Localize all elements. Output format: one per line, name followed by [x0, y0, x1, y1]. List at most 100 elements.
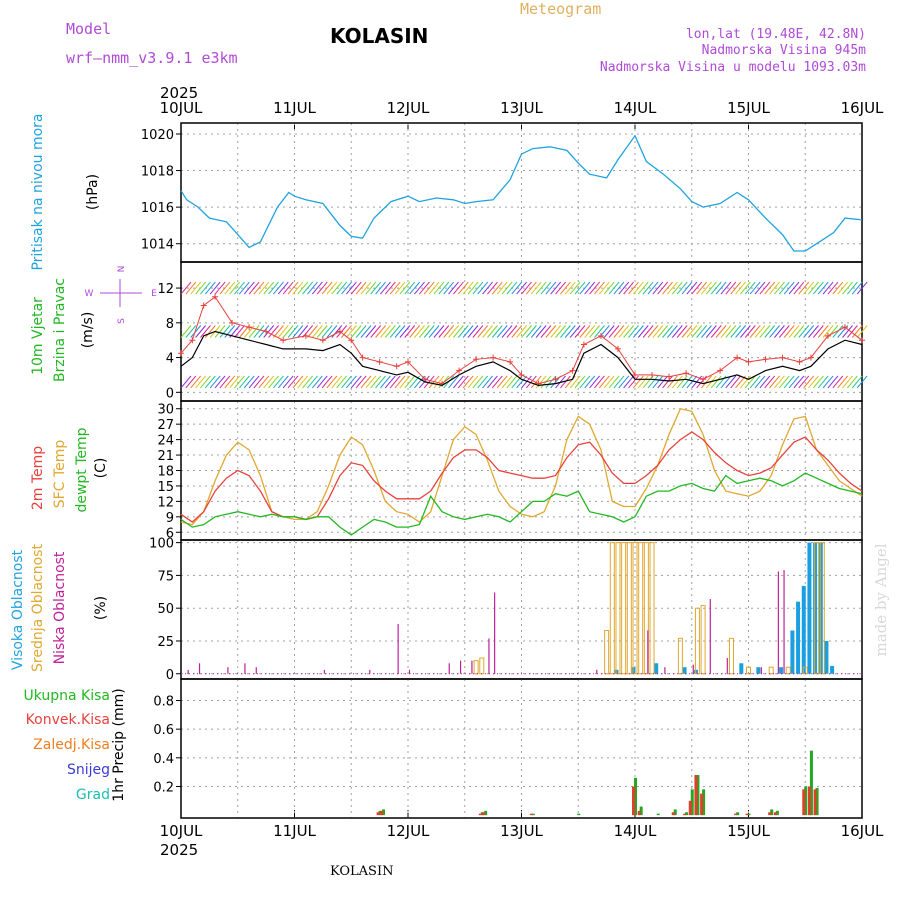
wind-barb-mark: [730, 281, 742, 295]
wind-barb-mark: [263, 375, 275, 389]
wind-barb-mark: [628, 375, 639, 389]
wind-gust-point: [178, 350, 184, 357]
panel-frame: [180, 539, 863, 680]
wind-barb-mark: [423, 325, 435, 338]
wind-barb-mark: [545, 375, 557, 389]
mid-cloud-bar: [746, 666, 751, 675]
wind-barb-mark: [837, 281, 849, 295]
wind-barb-mark: [389, 325, 401, 338]
total-precip-bar: [702, 789, 706, 816]
wind-barb-mark: [847, 375, 858, 389]
wind-barb-mark: [628, 281, 639, 295]
bottom-year-label: 2025: [160, 841, 198, 859]
wind-barb-mark: [817, 325, 829, 338]
wind-barb-mark: [209, 375, 221, 389]
wind-barb-mark: [618, 375, 630, 389]
wind-barb-mark: [248, 375, 260, 389]
wind-barb-mark: [200, 281, 211, 295]
wind-barb-mark: [394, 375, 406, 389]
wind-barb-mark: [632, 325, 644, 338]
wind-barb-mark: [200, 325, 211, 338]
wind-barb-mark: [598, 375, 610, 389]
wind-barb-mark: [443, 325, 455, 338]
wind-barb-mark: [817, 375, 829, 389]
mid-cloud-bar: [728, 637, 734, 675]
wind-barb-mark: [341, 281, 352, 295]
wind-barb-mark: [433, 281, 445, 295]
wind-barb-mark: [467, 281, 479, 295]
wind-barb-mark: [472, 281, 484, 295]
wind-barb-mark: [637, 281, 649, 295]
wind-barb-mark: [307, 375, 318, 389]
wind-barb-mark: [209, 281, 221, 295]
wind-barb-mark: [574, 375, 586, 389]
precip-ylabel: 1hr Precip (mm): [111, 688, 127, 801]
wind-barb-mark: [793, 325, 805, 338]
wind-barb-mark: [487, 281, 498, 295]
wind-barb-mark: [710, 325, 722, 338]
wind-barb-mark: [287, 375, 299, 389]
mid-cloud-bar: [677, 637, 683, 675]
high-cloud-bar: [739, 663, 744, 674]
bottom-date-label: 10JUL: [160, 822, 203, 840]
wind-barb-mark: [808, 325, 819, 338]
dewpoint-line: [180, 472, 863, 536]
wind-gust-point: [841, 324, 848, 331]
high-cloud-bar: [796, 601, 801, 674]
meteogram-title: Meteogram: [520, 0, 601, 18]
wind-barb-mark: [350, 325, 362, 338]
wind-barb-mark: [511, 281, 523, 295]
total-precip-bar: [531, 813, 535, 816]
bottom-date-label: 14JUL: [614, 822, 657, 840]
wind-barb-mark: [200, 375, 211, 389]
wind-barb-mark: [482, 325, 493, 338]
wind-barb-mark: [632, 375, 644, 389]
wind-barb-mark: [608, 281, 620, 295]
wind-barb-mark: [705, 281, 717, 295]
y-tick-label: 75: [157, 569, 174, 584]
wind-barb-mark: [370, 375, 382, 389]
wind-barb-mark: [360, 325, 372, 338]
wind-barb-mark: [457, 281, 469, 295]
total-precip-bar: [685, 812, 689, 816]
wind-barb-mark: [302, 375, 313, 389]
high-cloud-bar: [779, 667, 784, 674]
wind-barb-mark: [769, 325, 780, 338]
wind-barb-mark: [370, 281, 382, 295]
wind-barb-mark: [350, 375, 362, 389]
wind-barb-mark: [637, 325, 649, 338]
wind-barb-mark: [462, 325, 474, 338]
wind-barb-mark: [224, 281, 236, 295]
pressure-line: [180, 134, 863, 252]
y-tick-label: 0.4: [153, 752, 174, 767]
wind-barb-mark: [686, 325, 698, 338]
wind-barb-mark: [525, 325, 537, 338]
wind-barb-mark: [657, 375, 669, 389]
y-tick-label: 0.2: [153, 780, 174, 795]
wind-gust-point: [507, 358, 514, 365]
conv-precip-bar: [773, 812, 777, 816]
wind-barb-mark: [744, 281, 756, 295]
wind-barb-mark: [550, 325, 562, 338]
wind-barb-mark: [311, 281, 323, 295]
wind-barb-mark: [472, 325, 484, 338]
wind-barb-mark: [375, 325, 386, 338]
total-precip-bar: [577, 813, 581, 816]
temp-2m-line: [180, 431, 863, 523]
wind-barb-mark: [555, 281, 566, 295]
wind-gust-point: [229, 319, 236, 326]
wind-barb-mark: [487, 375, 498, 389]
wind-barb-mark: [778, 281, 790, 295]
conv-precip-bar: [380, 810, 384, 816]
wind-gust-point: [597, 332, 604, 339]
y-tick-label: 12: [157, 495, 174, 510]
wind-barb-mark: [730, 325, 742, 338]
wind-barb-mark: [214, 375, 226, 389]
wind-barb-mark: [632, 281, 644, 295]
wind-barb-mark: [798, 325, 810, 338]
wind-barb-mark: [662, 281, 673, 295]
wind-barb-mark: [774, 375, 785, 389]
wind-barb-mark: [282, 375, 294, 389]
wind-barb-mark: [735, 281, 746, 295]
wind-barb-mark: [764, 281, 776, 295]
